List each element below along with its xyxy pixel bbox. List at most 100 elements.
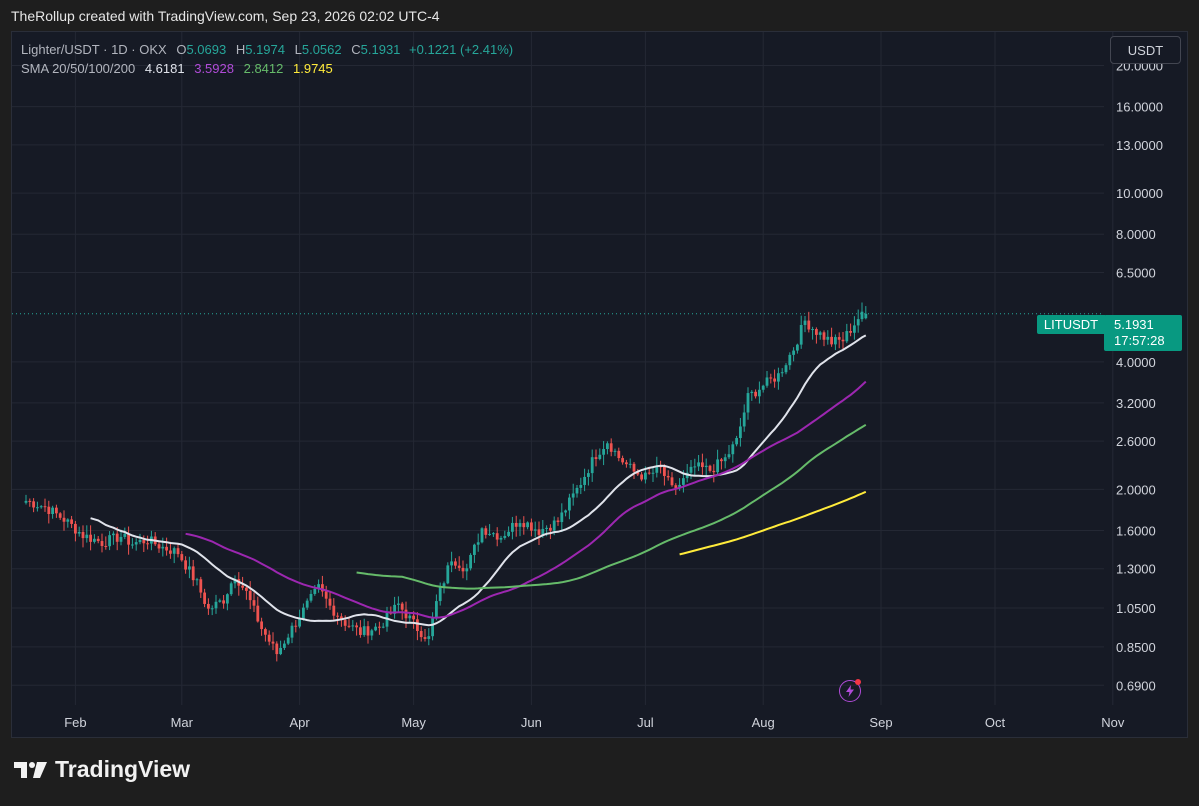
candle-body	[609, 443, 613, 452]
symbol-price-tag: LITUSDT	[1037, 315, 1105, 334]
open-label: O	[176, 42, 187, 57]
y-tick-label: 6.5000	[1116, 265, 1156, 280]
candle-body	[727, 454, 731, 458]
currency-button[interactable]: USDT	[1110, 36, 1181, 64]
candle-body	[765, 377, 769, 386]
y-tick-label: 2.6000	[1116, 434, 1156, 449]
candle-body	[613, 450, 617, 452]
candle-body	[286, 637, 290, 644]
candle-body	[803, 320, 807, 325]
low-value: 5.0562	[301, 42, 342, 57]
candle-body	[735, 438, 738, 445]
high-label: H	[235, 42, 246, 57]
candle-body	[769, 377, 773, 379]
tradingview-logo[interactable]: TradingView	[14, 756, 190, 783]
y-tick-label: 3.2000	[1116, 396, 1156, 411]
candle-body	[81, 532, 85, 539]
candle-body	[640, 474, 643, 480]
candle-body	[115, 533, 119, 542]
y-tick-label: 1.6000	[1116, 523, 1156, 538]
y-tick-label: 0.8500	[1116, 640, 1156, 655]
candle-body	[503, 535, 507, 538]
candle-body	[628, 463, 632, 465]
candle-body	[245, 587, 248, 591]
chart-panel[interactable]	[11, 31, 1188, 738]
candle-body	[435, 601, 438, 619]
candle-body	[545, 527, 548, 529]
candle-body	[408, 615, 412, 619]
candle-body	[423, 637, 427, 639]
candle-body	[397, 603, 400, 605]
candle-body	[172, 548, 176, 554]
candle-body	[142, 539, 146, 544]
candle-body	[678, 484, 681, 489]
candle-body	[659, 466, 662, 468]
candle-body	[864, 313, 868, 319]
candle-body	[127, 533, 130, 545]
candle-body	[165, 546, 168, 551]
close-label: C	[351, 42, 361, 57]
candle-body	[761, 385, 765, 390]
candle-body	[602, 449, 605, 455]
candle-body	[214, 601, 218, 609]
sma-label: SMA 20/50/100/200	[21, 61, 136, 76]
candle-body	[484, 528, 488, 535]
candle-body	[226, 594, 229, 604]
candle-body	[104, 545, 108, 547]
sma20-value: 4.6181	[144, 61, 185, 76]
candle-body	[746, 393, 750, 413]
candle-body	[43, 506, 47, 508]
brand-name: TradingView	[55, 756, 191, 782]
candle-body	[241, 585, 244, 588]
candle-body	[499, 537, 503, 540]
candle-body	[716, 459, 719, 473]
symbol-info: Lighter/USDT · 1D · OKX	[21, 42, 167, 57]
x-tick-label: Sep	[869, 715, 892, 730]
candle-body	[799, 324, 803, 345]
last-price: 5.1931	[1114, 317, 1154, 332]
candle-body	[632, 463, 636, 472]
candle-body	[207, 603, 210, 609]
candle-body	[457, 565, 461, 568]
candle-body	[96, 538, 100, 542]
candle-body	[438, 587, 442, 602]
candle-body	[321, 584, 324, 592]
candle-body	[697, 462, 700, 467]
candle-body	[777, 373, 780, 382]
candle-body	[818, 332, 822, 335]
candle-body	[644, 472, 647, 480]
candle-body	[583, 476, 586, 485]
sma100-line	[356, 423, 867, 590]
chart-legend: Lighter/USDT · 1D · OKX O5.0693 H5.1974 …	[21, 40, 513, 78]
candle-body	[210, 608, 214, 610]
candle-body	[271, 641, 275, 644]
candle-body	[571, 493, 575, 498]
candle-body	[138, 539, 142, 543]
candle-body	[488, 533, 491, 535]
sma200-line	[679, 490, 867, 556]
candle-body	[560, 512, 564, 523]
candle-body	[267, 634, 271, 642]
candle-body	[636, 471, 640, 475]
candle-body	[275, 643, 279, 655]
last-price-tag: 5.1931 17:57:28	[1104, 315, 1182, 351]
candle-body	[533, 529, 537, 531]
candle-body	[370, 630, 374, 636]
candle-body	[518, 523, 522, 527]
candle-body	[66, 519, 70, 522]
lightning-alert-icon[interactable]	[839, 680, 861, 702]
candle-body	[324, 591, 328, 599]
candle-body	[199, 579, 203, 593]
candle-body	[556, 520, 560, 523]
candle-body	[248, 590, 252, 601]
candle-body	[195, 579, 199, 581]
candle-body	[85, 534, 89, 539]
candle-body	[47, 506, 51, 514]
candle-body	[70, 519, 73, 524]
candle-body	[587, 473, 590, 477]
candle-body	[822, 332, 826, 340]
candle-body	[442, 583, 446, 588]
candle-body	[134, 542, 138, 545]
candle-body	[465, 568, 469, 572]
